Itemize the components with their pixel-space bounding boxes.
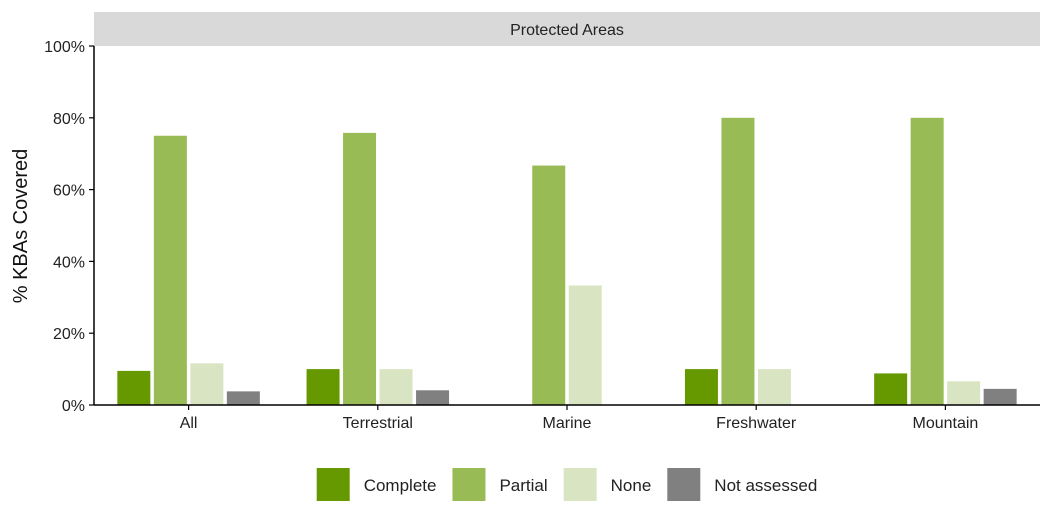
y-tick-label: 20%: [53, 326, 85, 343]
bar-none-all: [190, 363, 224, 405]
bar-not-assessed-terrestrial: [416, 390, 450, 405]
legend: Complete Partial None Not assessed: [316, 468, 817, 501]
legend-label-not-assessed: Not assessed: [714, 476, 817, 495]
x-axis: All Terrestrial Marine Freshwater Mountain: [180, 405, 978, 432]
y-tick-label: 80%: [53, 111, 85, 128]
bar-partial-mountain: [910, 117, 944, 406]
y-tick-label: 40%: [53, 254, 85, 271]
legend-swatch-not-assessed: [667, 468, 701, 501]
legend-swatch-complete: [316, 468, 350, 501]
x-tick-label: Freshwater: [716, 415, 797, 432]
y-axis: 0% 20% 40% 60% 80% 100%: [44, 39, 94, 415]
bars: [117, 117, 1017, 406]
legend-swatch-partial: [452, 468, 486, 501]
bar-not-assessed-all: [226, 391, 260, 405]
legend-label-partial: Partial: [499, 476, 547, 495]
bar-complete-freshwater: [684, 369, 718, 405]
y-tick-label: 100%: [44, 39, 85, 56]
y-tick-label: 0%: [62, 398, 85, 415]
x-tick-label: Terrestrial: [343, 415, 413, 432]
y-tick-label: 60%: [53, 183, 85, 200]
legend-label-none: None: [611, 476, 652, 495]
legend-label-complete: Complete: [364, 476, 437, 495]
bar-complete-mountain: [874, 373, 908, 405]
bar-none-marine: [568, 285, 602, 405]
bar-not-assessed-mountain: [983, 388, 1017, 405]
bar-partial-terrestrial: [343, 132, 377, 406]
bar-partial-marine: [532, 165, 566, 405]
bar-none-mountain: [947, 381, 981, 405]
x-tick-label: All: [180, 415, 198, 432]
facet-strip: [94, 12, 1040, 46]
bar-partial-all: [153, 135, 187, 405]
y-axis-title: % KBAs Covered: [10, 149, 32, 304]
bar-none-terrestrial: [379, 369, 413, 405]
bar-none-freshwater: [757, 369, 791, 405]
legend-swatch-none: [563, 468, 597, 501]
x-tick-label: Mountain: [912, 415, 978, 432]
bar-complete-all: [117, 370, 151, 405]
x-tick-label: Marine: [543, 415, 592, 432]
bar-partial-freshwater: [721, 117, 755, 406]
bar-complete-terrestrial: [306, 369, 340, 405]
facet-title: Protected Areas: [510, 22, 624, 39]
